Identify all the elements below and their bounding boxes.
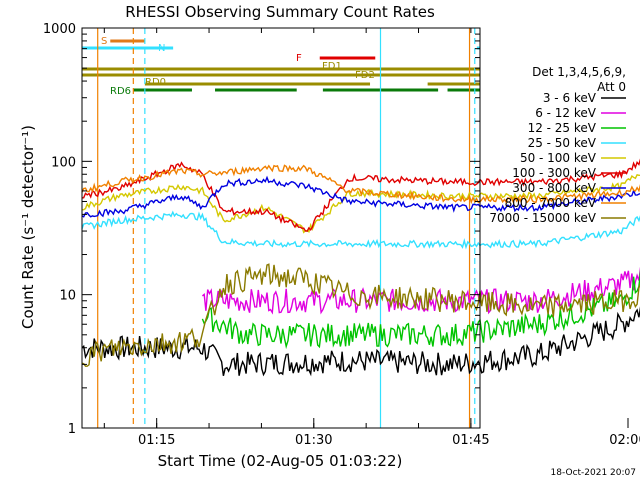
series-line — [81, 173, 640, 234]
legend-entry-label: 6 - 12 keV — [535, 106, 597, 120]
y-tick-label: 10 — [59, 289, 76, 304]
x-tick-label: 01:45 — [452, 433, 489, 448]
legend-entry-label: 800 - 7000 keV — [505, 196, 597, 210]
flag-bars: S N F FD1 FD2 RD0 RD6 — [82, 28, 480, 428]
plot-border — [81, 27, 481, 429]
plot-frame — [81, 27, 481, 429]
series-line — [201, 270, 640, 350]
flag-label-rd6: RD6 — [110, 86, 131, 97]
legend-entry-label: 12 - 25 keV — [528, 121, 597, 135]
y-tick-label: 1 — [68, 422, 76, 437]
flag-label-n: N — [158, 43, 165, 54]
series-line — [81, 175, 640, 218]
x-axis-label: Start Time (02-Aug-05 01:03:22) — [158, 452, 403, 470]
series-line — [201, 267, 640, 315]
x-tick-label: 02:00 — [609, 433, 640, 448]
legend-entry-label: 25 - 50 keV — [528, 136, 597, 150]
y-tick-label: 100 — [51, 155, 76, 170]
legend-header: Att 0 — [597, 80, 626, 94]
flag-label-fd1: FD1 — [322, 61, 342, 72]
y-axis: 1 10 100 1000 — [43, 22, 480, 437]
series-line — [81, 164, 640, 205]
legend-entry-label: 300 - 800 keV — [512, 181, 596, 195]
flag-label-f: F — [296, 53, 302, 64]
timestamp: 18-Oct-2021 20:07 — [551, 468, 636, 478]
legend-entry-label: 7000 - 15000 keV — [489, 211, 596, 225]
flag-label-fd2: FD2 — [355, 70, 375, 81]
legend-entry-label: 50 - 100 keV — [520, 151, 597, 165]
legend-entry-label: 100 - 300 keV — [512, 166, 596, 180]
y-tick-label: 1000 — [43, 22, 76, 37]
x-tick-label: 01:30 — [295, 433, 332, 448]
flag-label-s: S — [101, 36, 107, 47]
series-line — [81, 306, 640, 377]
chart-title: RHESSI Observing Summary Count Rates — [125, 3, 435, 21]
flag-label-rd0: RD0 — [145, 77, 166, 88]
legend-entry-label: 3 - 6 keV — [543, 91, 597, 105]
x-tick-label: 01:15 — [138, 433, 175, 448]
legend-header: Det 1,3,4,5,6,9, — [532, 65, 626, 79]
series-line — [81, 263, 640, 367]
series-line — [81, 210, 640, 250]
y-axis-label: Count Rate (s⁻¹ detector⁻¹) — [19, 125, 37, 329]
series-layer — [81, 158, 640, 377]
